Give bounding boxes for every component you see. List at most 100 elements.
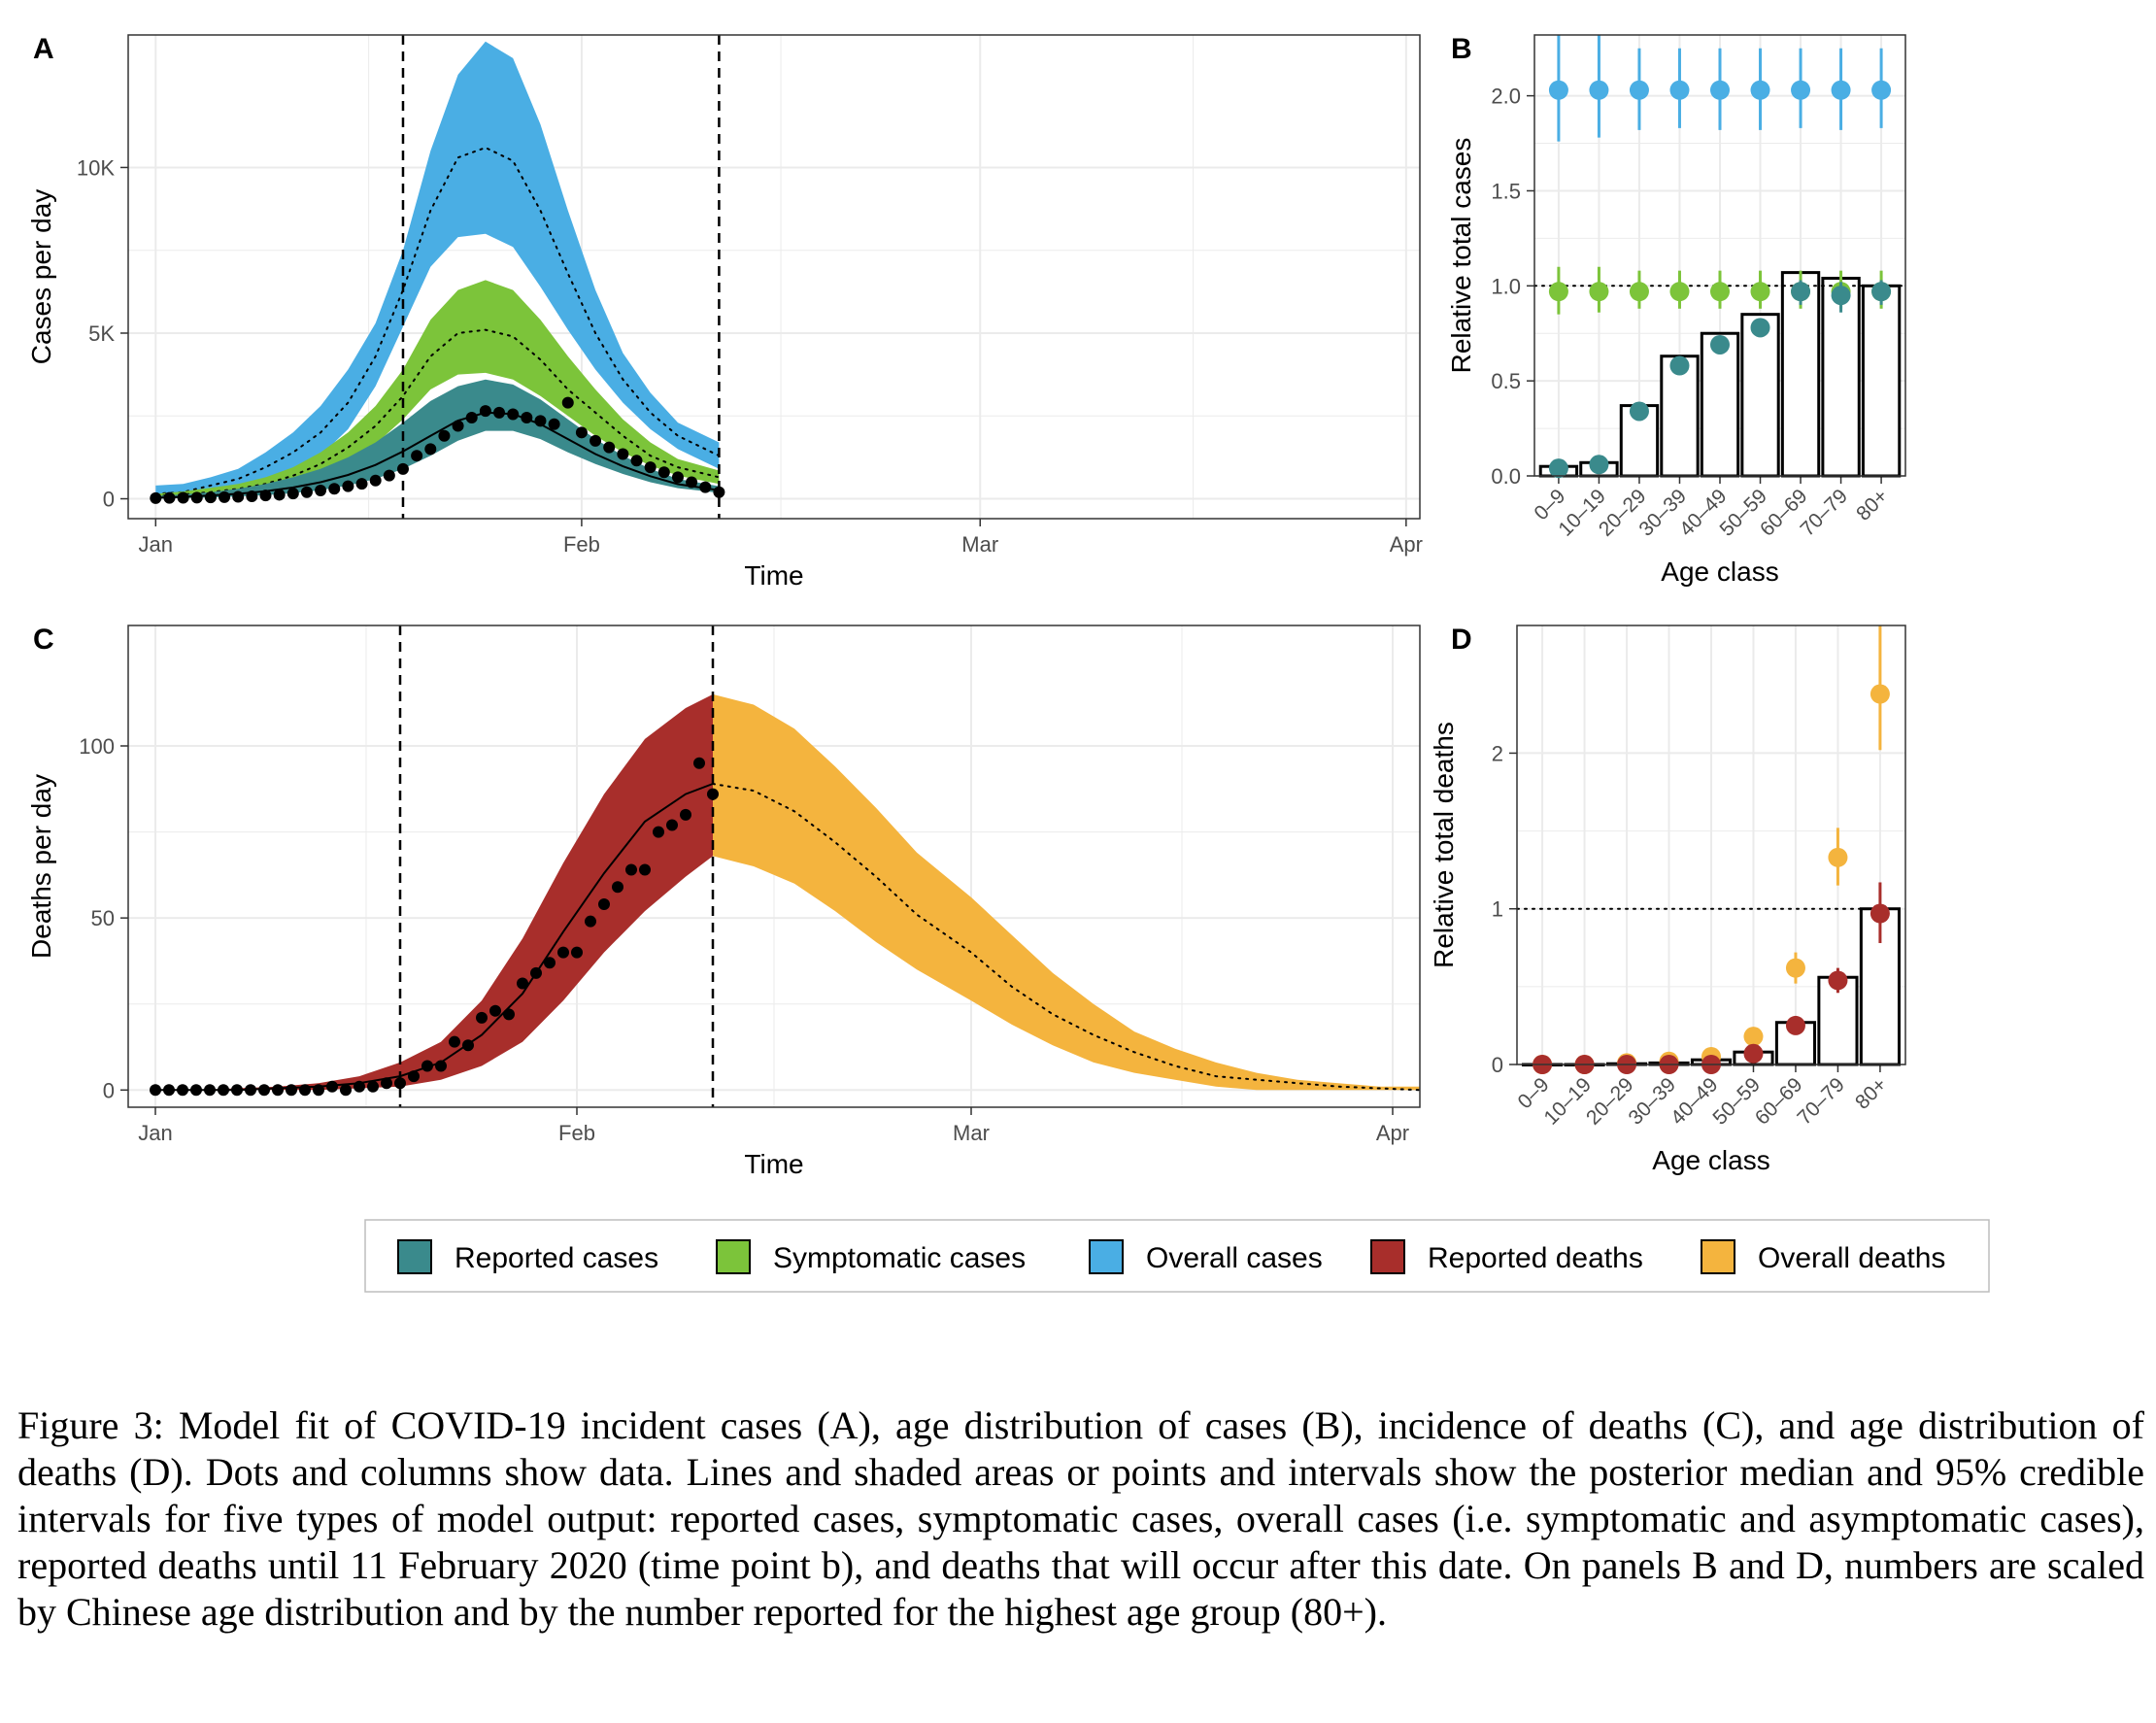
data-point — [449, 1035, 460, 1048]
data-point — [666, 819, 678, 831]
reported-deaths-ribbon — [155, 693, 713, 1091]
x-tick-label: 10–19 — [1540, 1073, 1597, 1130]
legend-label: Symptomatic cases — [773, 1242, 1026, 1274]
data-point — [548, 418, 560, 430]
data-point — [218, 1084, 229, 1097]
data-point — [273, 489, 286, 501]
x-tick-label: 60–69 — [1751, 1073, 1807, 1130]
reported-cases-ribbon — [155, 379, 720, 499]
data-point — [598, 897, 610, 910]
x-tick-label: 70–79 — [1793, 1073, 1849, 1130]
data-point — [408, 1070, 420, 1083]
panel-letter: B — [1451, 33, 1472, 65]
data-point — [517, 977, 528, 990]
panel-letter: A — [33, 33, 54, 65]
data-point — [326, 1080, 338, 1093]
data-point — [479, 405, 491, 418]
data-point — [381, 1077, 392, 1090]
panel-d: 0120–910–1920–2930–3940–4950–5960–6970–7… — [1429, 624, 1906, 1175]
y-tick-label: 0 — [103, 488, 115, 512]
data-point — [258, 1084, 270, 1097]
data-point — [300, 486, 313, 498]
overall-cases-point — [1548, 80, 1568, 100]
data-point — [571, 946, 583, 959]
data-point — [530, 966, 542, 979]
data-point — [342, 480, 354, 492]
data-point — [340, 1084, 352, 1097]
panel-b: 0.00.51.01.52.00–910–1920–2930–3940–4950… — [1446, 33, 1906, 587]
panel-c: Jan Feb Mar Apr 0 50 100 Time Deaths per day C — [26, 624, 1421, 1179]
data-point — [394, 1077, 406, 1090]
y-tick-label: 2 — [1492, 741, 1503, 765]
panel-border — [127, 34, 1421, 520]
symptomatic-cases-point — [1710, 282, 1730, 302]
x-tick-label: Apr — [1390, 532, 1423, 557]
data-point — [575, 426, 588, 439]
overall-deaths-ribbon — [713, 693, 1420, 1091]
x-tick-label: Feb — [558, 1121, 595, 1145]
data-point — [686, 476, 698, 489]
data-point — [639, 863, 651, 876]
overall-cases-point — [1871, 80, 1892, 100]
symptomatic-cases-ribbon — [155, 280, 720, 499]
panel-border — [1533, 34, 1906, 477]
y-axis-label: Relative total cases — [1446, 138, 1476, 374]
y-tick-label: 0.0 — [1491, 464, 1521, 489]
data-point — [503, 1008, 515, 1021]
data-point — [190, 491, 203, 504]
y-tick-label: 5K — [88, 321, 115, 346]
data-bar — [1861, 284, 1902, 478]
y-axis-label: Deaths per day — [26, 774, 56, 959]
legend-key — [716, 1239, 751, 1274]
x-tick-label: 80+ — [1852, 485, 1892, 524]
x-tick-label: 70–79 — [1797, 485, 1853, 541]
y-tick-label: 1 — [1492, 897, 1503, 922]
x-tick-label: 40–49 — [1667, 1073, 1723, 1130]
overall-deaths-point — [1785, 958, 1805, 978]
data-point — [489, 1004, 501, 1017]
x-axis-label: Time — [744, 1149, 803, 1179]
data-point — [561, 396, 574, 409]
data-point — [713, 486, 725, 498]
data-point — [259, 490, 272, 502]
overall-cases-point — [1710, 80, 1730, 100]
y-tick-label: 0.5 — [1491, 369, 1521, 393]
panel-border — [1516, 625, 1906, 1065]
data-point — [534, 415, 547, 427]
y-tick-label: 0 — [1492, 1053, 1503, 1077]
y-tick-label: 0 — [103, 1078, 115, 1102]
legend-key — [1701, 1239, 1735, 1274]
data-point — [657, 466, 670, 479]
overall-deaths-point — [1828, 847, 1848, 867]
overall-cases-point — [1831, 80, 1851, 100]
overall-cases-point — [1791, 80, 1811, 100]
data-point — [177, 1084, 188, 1097]
overall-deaths-point — [1743, 1027, 1764, 1047]
overall-cases-point — [1669, 80, 1690, 100]
legend-item: Reported deaths — [1370, 1239, 1643, 1274]
reported-deaths-point — [1785, 1015, 1805, 1035]
data-point — [462, 1039, 474, 1052]
data-point — [544, 957, 556, 969]
data-point — [507, 408, 520, 421]
data-point — [653, 826, 664, 838]
reported-cases-point — [1871, 282, 1892, 302]
x-tick-label: 20–29 — [1582, 1073, 1638, 1130]
legend-item: Reported cases — [397, 1239, 658, 1274]
reported-deaths-point — [1828, 970, 1848, 991]
legend-label: Overall cases — [1146, 1242, 1323, 1274]
x-tick-label: Mar — [953, 1121, 990, 1145]
data-point — [612, 881, 623, 894]
data-point — [232, 490, 245, 503]
legend-key — [1370, 1239, 1405, 1274]
reported-cases-point — [1669, 355, 1690, 376]
data-point — [272, 1084, 284, 1097]
data-point — [313, 1084, 324, 1097]
symptomatic-cases-point — [1750, 282, 1770, 302]
overall-cases-median-line — [154, 146, 721, 495]
data-point — [367, 1080, 379, 1093]
x-tick-label: 30–39 — [1624, 1073, 1680, 1130]
data-point — [465, 411, 478, 423]
legend-item: Overall deaths — [1701, 1239, 1945, 1274]
panel-border — [127, 625, 1421, 1108]
